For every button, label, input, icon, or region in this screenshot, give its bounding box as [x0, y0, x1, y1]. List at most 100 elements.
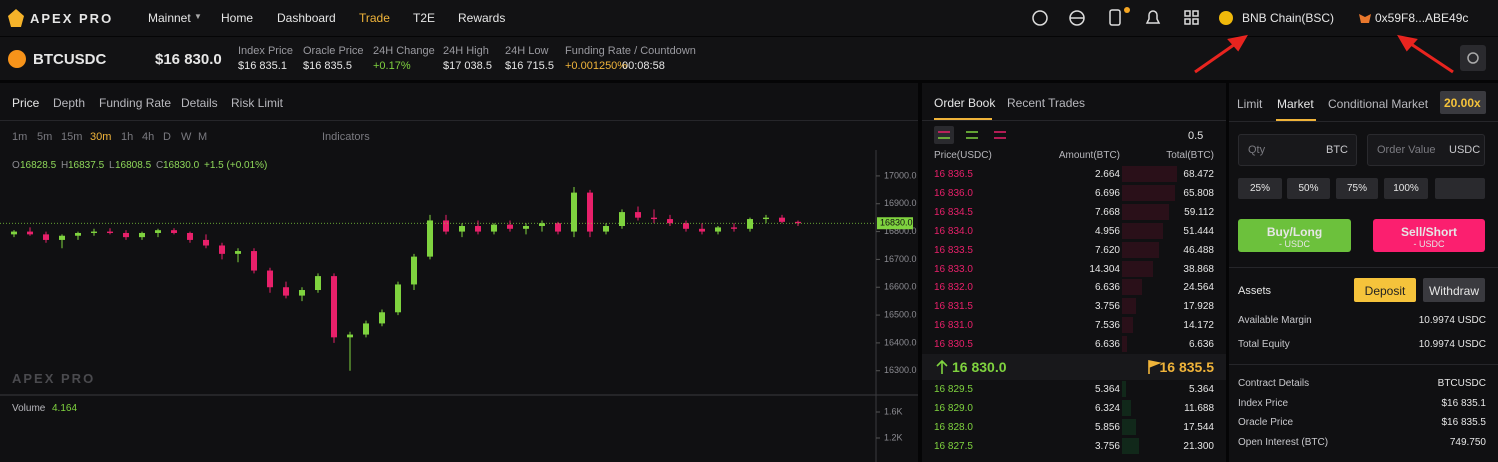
leverage-button[interactable]	[1440, 91, 1486, 114]
nav-link[interactable]: Dashboard	[277, 11, 336, 25]
book-price[interactable]: 16 831.5	[934, 301, 973, 313]
slider-toggle[interactable]	[1435, 178, 1485, 199]
order-book-tab[interactable]: Order Book	[934, 96, 996, 110]
deposit-button[interactable]	[1354, 278, 1416, 302]
book-price[interactable]: 16 831.0	[934, 320, 973, 332]
candle-body	[715, 227, 721, 232]
order-value-input[interactable]	[1367, 134, 1485, 166]
depth-bar	[1122, 203, 1170, 220]
ohlc-key: L	[109, 160, 115, 171]
book-total: 65.808	[1183, 187, 1214, 199]
chart-tab[interactable]: Funding Rate	[99, 96, 172, 110]
percent-button[interactable]	[1238, 178, 1282, 199]
settings-button[interactable]	[1460, 45, 1486, 71]
candle-body	[779, 217, 785, 222]
candle-body	[123, 232, 129, 238]
depth-bar	[1122, 279, 1142, 296]
interval[interactable]: 30m	[90, 131, 112, 143]
book-total: 11.688	[1184, 403, 1214, 414]
order-type-tab[interactable]: Market	[1277, 97, 1314, 111]
interval[interactable]: W	[181, 131, 192, 143]
input-label: Qty	[1248, 144, 1266, 156]
chart-tab[interactable]: Details	[181, 96, 218, 110]
ohlc-key: C	[156, 160, 164, 171]
candle-body	[251, 251, 257, 271]
withdraw-label: Withdraw	[1428, 284, 1479, 298]
candle-body	[11, 231, 17, 235]
divider	[1229, 267, 1498, 268]
book-price[interactable]: 16 836.5	[934, 169, 973, 180]
sell-button[interactable]	[1373, 219, 1485, 252]
watermark: APEX PRO	[12, 371, 96, 386]
withdraw-button[interactable]	[1423, 278, 1485, 302]
chart-tab[interactable]: Price	[12, 96, 40, 110]
balance-value: 10.9974 USDC	[1418, 315, 1486, 326]
book-price[interactable]: 16 829.5	[934, 384, 973, 395]
symbol[interactable]: BTCUSDC	[33, 51, 107, 68]
spread-icons	[936, 359, 1162, 374]
book-price[interactable]: 16 830.5	[934, 339, 973, 351]
leverage[interactable]: 20.00x	[1444, 96, 1481, 110]
book-total: 5.364	[1188, 384, 1214, 395]
book-amount: 7.668	[1094, 206, 1120, 218]
order-book-tab[interactable]: Recent Trades	[1007, 96, 1086, 110]
sell-sub: - USDC	[1413, 239, 1445, 249]
nav-link[interactable]: T2E	[413, 11, 436, 25]
indicators[interactable]: Indicators	[322, 131, 370, 143]
buy-button[interactable]	[1238, 219, 1351, 252]
stat-label: 24H Low	[505, 45, 549, 57]
qty-input[interactable]	[1238, 134, 1357, 166]
percent-button[interactable]	[1287, 178, 1330, 199]
candle-body	[139, 232, 145, 238]
nav-link[interactable]: Rewards	[458, 11, 506, 25]
ohlc-value: 16828.5	[20, 160, 57, 171]
book-price[interactable]: 16 834.5	[934, 206, 973, 218]
interval[interactable]: 1m	[12, 131, 28, 143]
percent-button[interactable]	[1336, 178, 1378, 199]
percent-button[interactable]	[1384, 178, 1428, 199]
book-amount: 6.696	[1094, 187, 1120, 199]
book-price[interactable]: 16 828.0	[934, 422, 973, 433]
stat-value: $16 835.5	[303, 60, 352, 72]
network[interactable]: Mainnet	[148, 11, 191, 25]
chart-tab[interactable]: Depth	[53, 96, 86, 110]
interval[interactable]: 15m	[61, 131, 83, 143]
input-unit: USDC	[1449, 144, 1481, 156]
tick-size[interactable]: 0.5	[1188, 130, 1204, 142]
wallet[interactable]: 0x59F8...ABE49c	[1375, 11, 1469, 25]
book-price[interactable]: 16 829.0	[934, 403, 973, 414]
book-price[interactable]: 16 834.0	[934, 225, 973, 237]
depth-bar	[1122, 184, 1175, 201]
input-unit: BTC	[1326, 144, 1348, 156]
chain[interactable]: BNB Chain(BSC)	[1242, 11, 1335, 25]
book-view-icons[interactable]	[934, 126, 1014, 144]
detail-label: Open Interest (BTC)	[1238, 436, 1329, 448]
book-price[interactable]: 16 833.0	[934, 263, 973, 275]
book-price[interactable]: 16 833.5	[934, 244, 973, 256]
ohlc-change: +1.5 (+0.01%)	[204, 160, 268, 171]
interval[interactable]: 5m	[37, 131, 53, 143]
interval[interactable]: D	[163, 131, 171, 143]
assets-title: Assets	[1238, 285, 1272, 297]
order-book-panel: Order Book Recent Trades 0.5 Price(USDC) Amo…	[922, 83, 1226, 462]
interval[interactable]: 1h	[121, 131, 134, 143]
candle-body	[171, 230, 177, 233]
chart-tab[interactable]: Risk Limit	[231, 96, 284, 110]
balance-label: Total Equity	[1238, 339, 1290, 350]
interval[interactable]: 4h	[142, 131, 155, 143]
ohlc-value: 16837.5	[68, 160, 105, 171]
book-price[interactable]: 16 836.0	[934, 187, 973, 199]
order-type-tab[interactable]: Conditional Market	[1328, 97, 1429, 111]
candle-body	[699, 228, 705, 232]
book-total: 21.300	[1183, 441, 1214, 452]
book-total: 68.472	[1183, 169, 1214, 180]
book-price[interactable]: 16 827.5	[934, 441, 973, 452]
candle-body	[395, 284, 401, 313]
book-total: 51.444	[1183, 225, 1214, 237]
nav-link[interactable]: Home	[221, 11, 254, 25]
book-amount: 7.620	[1094, 244, 1120, 256]
nav-link[interactable]: Trade	[359, 11, 390, 25]
interval[interactable]: M	[198, 131, 208, 143]
book-price[interactable]: 16 832.0	[934, 282, 973, 294]
order-type-tab[interactable]: Limit	[1237, 97, 1263, 111]
